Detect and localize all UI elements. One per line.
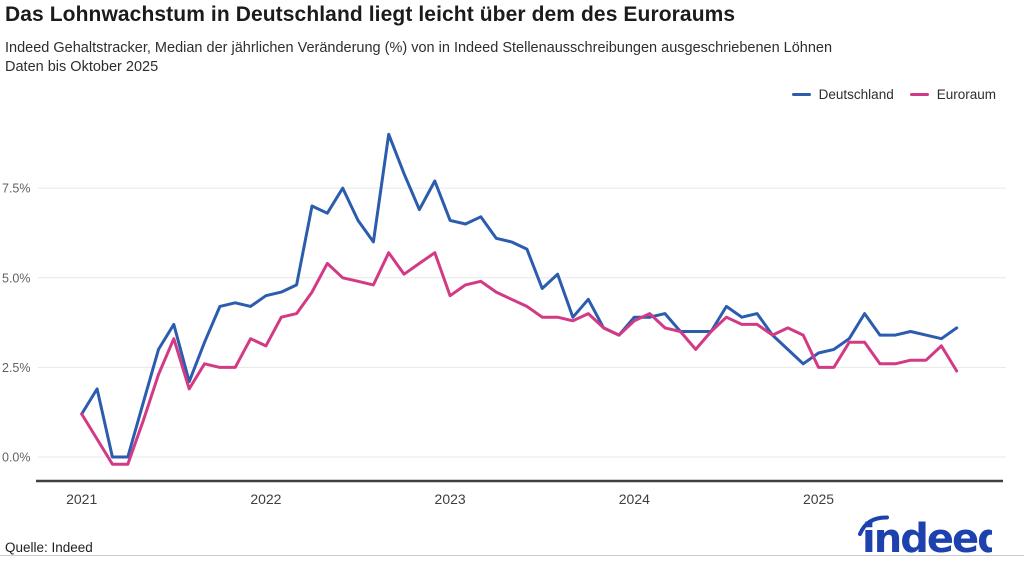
x-tick-label: 2024 — [619, 491, 650, 507]
indeed-logo-arc — [858, 515, 889, 536]
legend-label-euroraum: Euroraum — [936, 87, 996, 102]
indeed-logo-text: indeed — [862, 516, 992, 557]
chart-subtitle: Indeed Gehaltstracker, Median der jährli… — [5, 39, 985, 77]
legend-item-euroraum: Euroraum — [909, 87, 996, 102]
series-line-deutschland — [80, 132, 959, 459]
footer-divider — [0, 555, 1024, 556]
y-tick-label: 5.0% — [2, 271, 31, 285]
subtitle-line-2: Daten bis Oktober 2025 — [5, 59, 159, 75]
x-tick-label: 2025 — [803, 491, 834, 507]
chart-legend: Deutschland Euroraum — [791, 87, 996, 102]
source-label: Quelle: Indeed — [5, 540, 93, 555]
y-tick-label: 0.0% — [2, 451, 31, 465]
x-tick-label: 2022 — [250, 491, 281, 507]
wage-growth-line-chart: 0.0% 2.5% 5.0% 7.5% 2021 2022 2023 2024 2025 — [2, 132, 1006, 507]
legend-item-deutschland: Deutschland — [791, 87, 894, 102]
series-line-euroraum — [80, 251, 959, 466]
legend-label-deutschland: Deutschland — [818, 87, 894, 102]
euroraum-line-swatch — [909, 92, 929, 97]
indeed-logo: indeed — [858, 515, 992, 557]
y-tick-label: 7.5% — [2, 182, 31, 196]
subtitle-line-1: Indeed Gehaltstracker, Median der jährli… — [5, 40, 833, 56]
x-tick-label: 2023 — [435, 491, 466, 507]
y-tick-label: 2.5% — [2, 361, 31, 375]
deutschland-line-swatch — [791, 92, 811, 97]
x-tick-label: 2021 — [66, 491, 97, 507]
page-title: Das Lohnwachstum in Deutschland liegt le… — [5, 3, 736, 26]
